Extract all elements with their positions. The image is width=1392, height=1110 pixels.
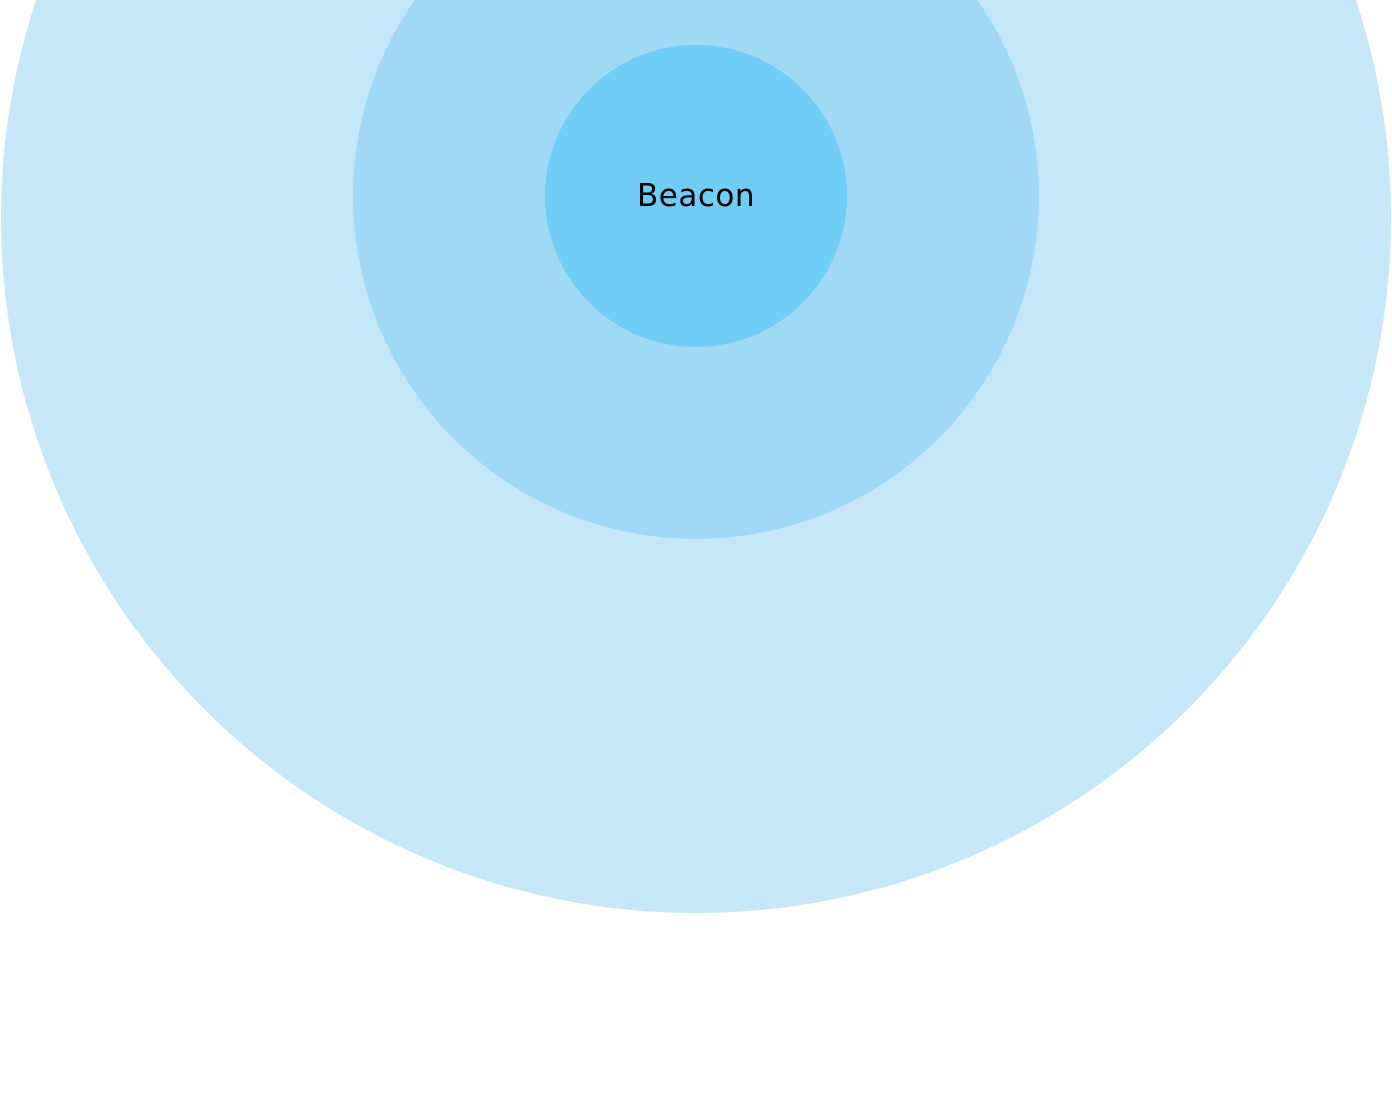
beacon-label: Beacon [637,178,755,214]
inner-beacon-circle [545,45,847,347]
